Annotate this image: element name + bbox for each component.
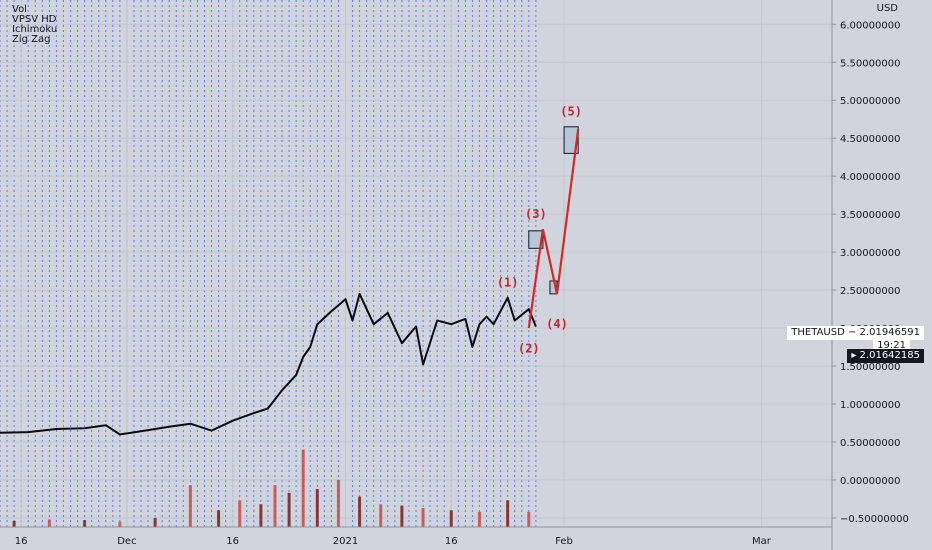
wave-projection-line bbox=[527, 128, 580, 329]
volume-bar-2 bbox=[83, 520, 87, 527]
volume-bar-10 bbox=[287, 492, 291, 527]
price-tick-label-11: 0.50000000 bbox=[840, 438, 900, 449]
price-tick-label-9: 1.50000000 bbox=[840, 362, 900, 373]
target-box-0 bbox=[528, 230, 544, 249]
volume-bar-8 bbox=[259, 504, 263, 527]
price-series-line bbox=[0, 292, 537, 436]
last-price-value: 2.01642185 bbox=[859, 350, 920, 361]
volume-bar-19 bbox=[477, 511, 481, 527]
price-tick-label-10: 1.00000000 bbox=[840, 400, 900, 411]
volume-bar-18 bbox=[449, 510, 453, 527]
price-tick-label-4: 4.00000000 bbox=[840, 172, 900, 183]
volume-bar-21 bbox=[527, 511, 531, 527]
price-tick-label-13: −0.50000000 bbox=[840, 514, 909, 525]
time-tick-label-2: 16 bbox=[226, 536, 239, 547]
price-tick-label-2: 5.00000000 bbox=[840, 96, 900, 107]
ticker-separator: − bbox=[847, 327, 860, 338]
time-tick-label-1: Dec bbox=[117, 536, 136, 547]
volume-bar-3 bbox=[118, 521, 122, 527]
time-tick-label-6: Mar bbox=[752, 536, 772, 547]
volume-bar-14 bbox=[358, 496, 362, 527]
volume-bar-17 bbox=[421, 508, 425, 527]
volume-bar-12 bbox=[315, 489, 319, 527]
volume-bar-1 bbox=[47, 519, 51, 527]
price-tick-label-5: 3.50000000 bbox=[840, 210, 900, 221]
last-price-marker: ▸ bbox=[851, 350, 857, 361]
volume-bar-7 bbox=[238, 500, 242, 527]
wave-label-1: (2) bbox=[518, 341, 540, 355]
wave-label-0: (1) bbox=[497, 275, 519, 289]
time-tick-label-5: Feb bbox=[555, 536, 573, 547]
wave-label-2: (3) bbox=[525, 207, 547, 221]
volume-bar-4 bbox=[153, 517, 157, 527]
volume-bar-13 bbox=[336, 479, 340, 527]
volume-bar-16 bbox=[400, 505, 404, 527]
price-tick-label-12: 0.00000000 bbox=[840, 476, 900, 487]
indicator-label-zigzag[interactable]: Zig Zag bbox=[12, 34, 51, 45]
last-price-tag: ▸ 2.01642185 bbox=[847, 349, 924, 363]
price-tick-label-3: 4.50000000 bbox=[840, 134, 900, 145]
currency-label: USD bbox=[876, 3, 898, 14]
time-tick-label-4: 16 bbox=[445, 536, 458, 547]
time-tick-label-3: 2021 bbox=[333, 536, 358, 547]
wave-label-4: (5) bbox=[560, 104, 582, 118]
wave-label-3: (4) bbox=[546, 317, 568, 331]
ticker-symbol: THETAUSD bbox=[791, 327, 845, 338]
indicator-label-ichimoku[interactable]: Ichimoku bbox=[12, 24, 58, 35]
price-tick-label-6: 3.00000000 bbox=[840, 248, 900, 259]
price-tick-label-0: 6.00000000 bbox=[840, 20, 900, 31]
ticker-price-tag[interactable]: THETAUSD − 2.01946591 bbox=[787, 326, 924, 340]
volume-bar-6 bbox=[217, 510, 221, 527]
volume-bar-5 bbox=[188, 485, 192, 527]
time-tick-label-0: 16 bbox=[15, 536, 28, 547]
price-tick-label-7: 2.50000000 bbox=[840, 286, 900, 297]
volume-bar-20 bbox=[506, 500, 510, 527]
volume-bar-9 bbox=[273, 485, 277, 527]
indicator-label-vpsv[interactable]: VPSV HD bbox=[12, 14, 57, 25]
target-box-2 bbox=[563, 126, 579, 154]
price-tick-label-1: 5.50000000 bbox=[840, 58, 900, 69]
volume-bar-15 bbox=[379, 504, 383, 527]
ticker-price: 2.01946591 bbox=[859, 327, 920, 338]
volume-bar-11 bbox=[301, 449, 305, 527]
indicator-label-vol[interactable]: Vol bbox=[12, 4, 27, 15]
plot-area bbox=[0, 0, 832, 527]
volume-bar-0 bbox=[12, 520, 16, 527]
